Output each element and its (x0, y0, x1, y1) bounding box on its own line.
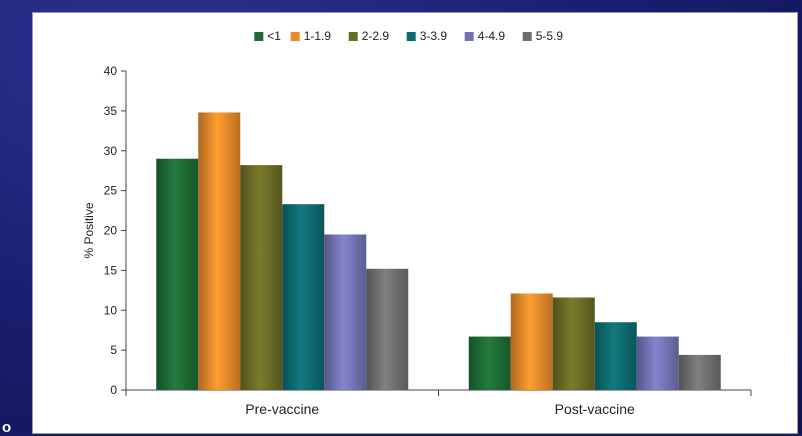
bar-post-vaccine-2-2-9 (552, 297, 595, 390)
legend-swatch (290, 32, 300, 41)
y-tick-label: 10 (104, 303, 118, 317)
legend-swatch (522, 32, 532, 41)
y-tick-label: 15 (104, 263, 118, 277)
bar-post-vaccine-1-1-9 (510, 293, 553, 390)
chart-panel: 0 5 10 15 20 25 30 35 40 % Positive Pre-vaccine Pos… (32, 12, 798, 434)
bar-post-vaccine-5-5-9 (678, 354, 721, 390)
legend-swatch (348, 32, 358, 41)
bar-pre-vaccine-3-3-9 (282, 204, 325, 390)
y-tick-label: 0 (110, 383, 117, 397)
legend-swatch (254, 32, 264, 41)
y-tick-label: 40 (104, 64, 118, 78)
legend-label: 3-3.9 (420, 29, 448, 43)
bar-pre-vaccine--1 (156, 158, 199, 390)
bar-post-vaccine-3-3-9 (594, 322, 637, 390)
legend-swatch (406, 32, 416, 41)
y-tick-label: 25 (104, 184, 118, 198)
legend-label: 5-5.9 (536, 29, 564, 43)
bar-post-vaccine--1 (468, 336, 511, 390)
x-category-label: Pre-vaccine (245, 401, 319, 417)
bar-pre-vaccine-1-1-9 (198, 112, 241, 390)
x-category-label: Post-vaccine (555, 401, 635, 417)
bar-pre-vaccine-4-4-9 (324, 234, 367, 390)
y-tick-label: 5 (110, 343, 117, 357)
y-tick-label: 20 (104, 224, 118, 238)
slide-text-fragment: o (2, 419, 12, 436)
y-tick-label: 30 (104, 144, 118, 158)
legend-label: 1-1.9 (304, 29, 332, 43)
bar-pre-vaccine-5-5-9 (366, 268, 409, 390)
bar-pre-vaccine-2-2-9 (240, 165, 283, 390)
bar-chart: 0 5 10 15 20 25 30 35 40 % Positive Pre-vaccine Pos… (82, 29, 752, 417)
y-axis-title: % Positive (82, 202, 96, 258)
legend-label: <1 (267, 29, 281, 43)
y-tick-label: 35 (104, 104, 118, 118)
bar-post-vaccine-4-4-9 (636, 336, 679, 390)
legend-swatch (464, 32, 474, 41)
legend-label: 4-4.9 (478, 29, 506, 43)
legend-label: 2-2.9 (362, 29, 390, 43)
